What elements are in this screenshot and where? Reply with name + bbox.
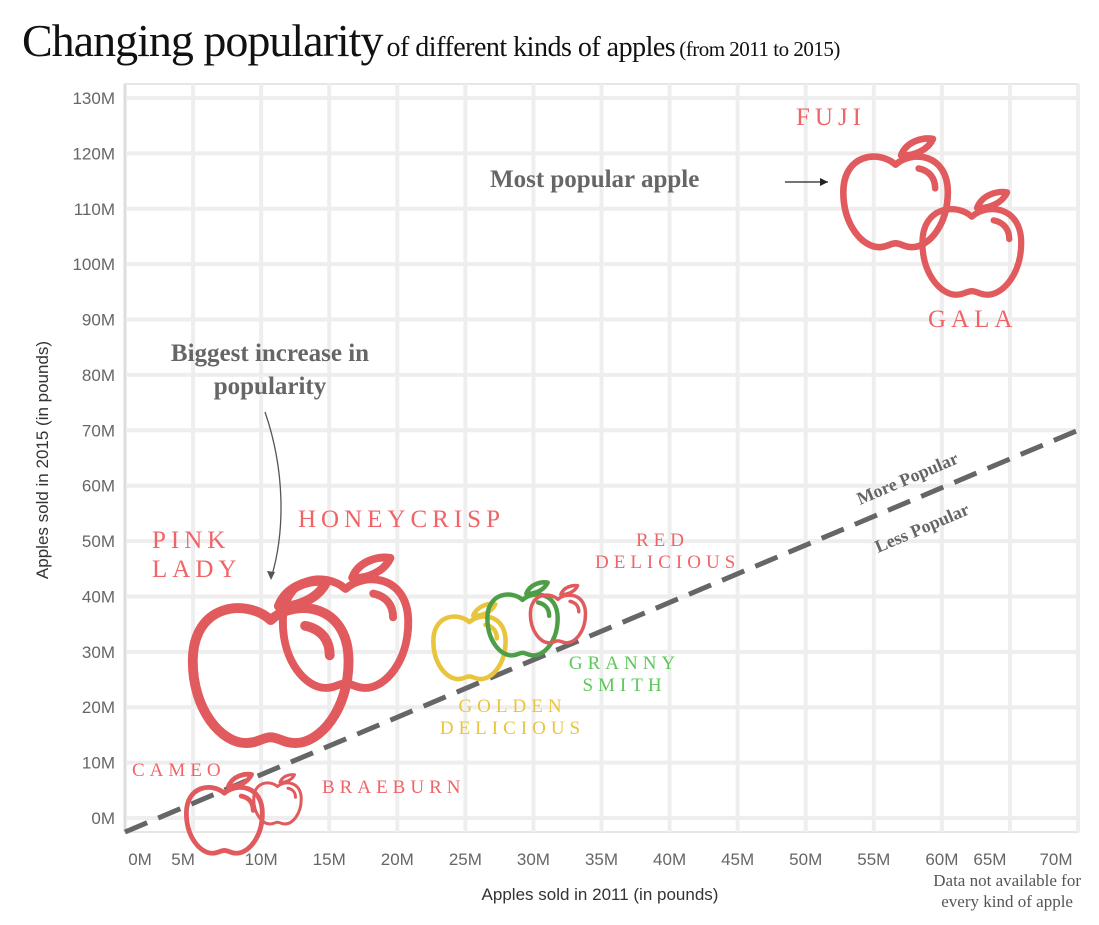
note-line-1: Data not available for (933, 871, 1081, 890)
x-tick-label: 70M (1039, 850, 1072, 869)
annotation-biggest-increase: Biggest increase in popularity (170, 340, 370, 400)
annotation-most-popular: Most popular apple (490, 166, 700, 193)
x-axis-label: Apples sold in 2011 (in pounds) (482, 885, 719, 904)
y-ticks: 0M 10M 20M 30M 40M 50M 60M 70M 80M 90M 100M 110M 120… (72, 89, 115, 828)
note-line-2: every kind of apple (941, 892, 1073, 912)
y-tick-label: 10M (82, 754, 115, 773)
y-tick-label: 0M (91, 809, 115, 828)
apple-marks (186, 138, 1021, 853)
y-axis-label: Apples sold in 2015 (in pounds) (33, 341, 52, 579)
x-tick-label: 0M (128, 850, 152, 869)
title-sub: of different kinds of apples (386, 32, 676, 63)
apple-mark (843, 138, 948, 247)
apple-highlight (241, 796, 253, 810)
arrow-head (820, 178, 828, 186)
x-tick-label: 5M (171, 850, 195, 869)
y-tick-label: 110M (74, 200, 115, 219)
apple-leaf-icon (526, 582, 547, 593)
y-tick-label: 20M (82, 698, 115, 717)
x-tick-label: 15M (313, 850, 346, 869)
apple-icon (254, 783, 302, 824)
apple-highlight (994, 220, 1010, 239)
label-golden-delicious: GOLDEN DELICIOUS (439, 696, 586, 739)
y-tick-label: 120M (72, 144, 115, 163)
y-tick-label: 60M (82, 477, 115, 496)
x-tick-label: 40M (653, 850, 686, 869)
arrow-head (267, 571, 275, 580)
x-tick-label: 50M (789, 850, 822, 869)
title-range: (from 2011 to 2015) (679, 37, 840, 61)
apple-icon (283, 579, 408, 688)
x-tick-label: 65M (973, 850, 1006, 869)
x-tick-label: 45M (721, 850, 754, 869)
label-fuji: FUJI (796, 104, 867, 131)
apple-mark (186, 774, 262, 853)
apple-icon (186, 787, 262, 853)
label-braeburn: BRAEBURN (322, 777, 466, 798)
apple-mark (193, 581, 349, 743)
title-main: Changing popularity (22, 15, 383, 66)
apple-highlight (305, 626, 330, 656)
apple-highlight (288, 788, 296, 797)
x-tick-label: 35M (585, 850, 618, 869)
label-cameo: CAMEO (132, 760, 226, 781)
apple-leaf-icon (473, 604, 495, 616)
y-tick-label: 130M (72, 89, 115, 108)
apple-leaf-icon (561, 586, 578, 595)
reference-line (124, 428, 1079, 835)
apple-icon (530, 595, 585, 643)
label-granny-smith: GRANNY SMITH (568, 653, 681, 696)
apple-leaf-icon (280, 775, 295, 783)
label-pink-lady: PINK LADY (152, 527, 242, 583)
apple-mark (254, 775, 302, 824)
apple-icon (433, 617, 505, 680)
apple-leaf-icon (977, 192, 1007, 208)
label-honeycrisp: HONEYCRISP (298, 506, 505, 533)
x-ticks: 0M 5M 10M 15M 20M 25M 30M 35M 40M 45M 50M 55M 60M 65M… (128, 850, 1072, 869)
apple-leaf-icon (352, 558, 390, 578)
y-tick-label: 30M (82, 643, 115, 662)
y-tick-label: 40M (82, 587, 115, 606)
chart-title: Changing popularity of different kinds o… (22, 14, 840, 67)
x-tick-label: 25M (449, 850, 482, 869)
apple-mark (922, 192, 1021, 295)
apple-mark (530, 586, 585, 643)
data-note: Data not available for every kind of app… (933, 870, 1081, 913)
apple-mark (283, 558, 408, 688)
label-gala: GALA (928, 306, 1018, 333)
biggest-increase-arrow (264, 411, 282, 576)
y-tick-label: 100M (72, 255, 115, 274)
y-tick-label: 70M (82, 421, 115, 440)
apple-highlight (919, 169, 936, 189)
apple-icon (922, 209, 1021, 295)
x-tick-label: 20M (381, 850, 414, 869)
x-tick-label: 10M (245, 850, 278, 869)
apple-icon (487, 595, 557, 656)
grid (123, 83, 1080, 833)
y-tick-label: 50M (82, 532, 115, 551)
apple-mark (487, 582, 557, 655)
x-tick-label: 60M (925, 850, 958, 869)
less-popular-label: Less Popular (872, 499, 972, 557)
y-tick-label: 80M (82, 366, 115, 385)
x-tick-label: 55M (857, 850, 890, 869)
x-tick-label: 30M (517, 850, 550, 869)
apple-highlight (570, 601, 579, 611)
apple-highlight (538, 603, 549, 616)
label-red-delicious: RED DELICIOUS (595, 530, 741, 573)
apple-leaf-icon (228, 774, 251, 786)
apple-highlight (373, 594, 393, 618)
y-tick-label: 90M (82, 311, 115, 330)
apple-icon (193, 608, 349, 743)
apple-icon (843, 157, 948, 248)
apple-leaf-icon (901, 138, 933, 155)
